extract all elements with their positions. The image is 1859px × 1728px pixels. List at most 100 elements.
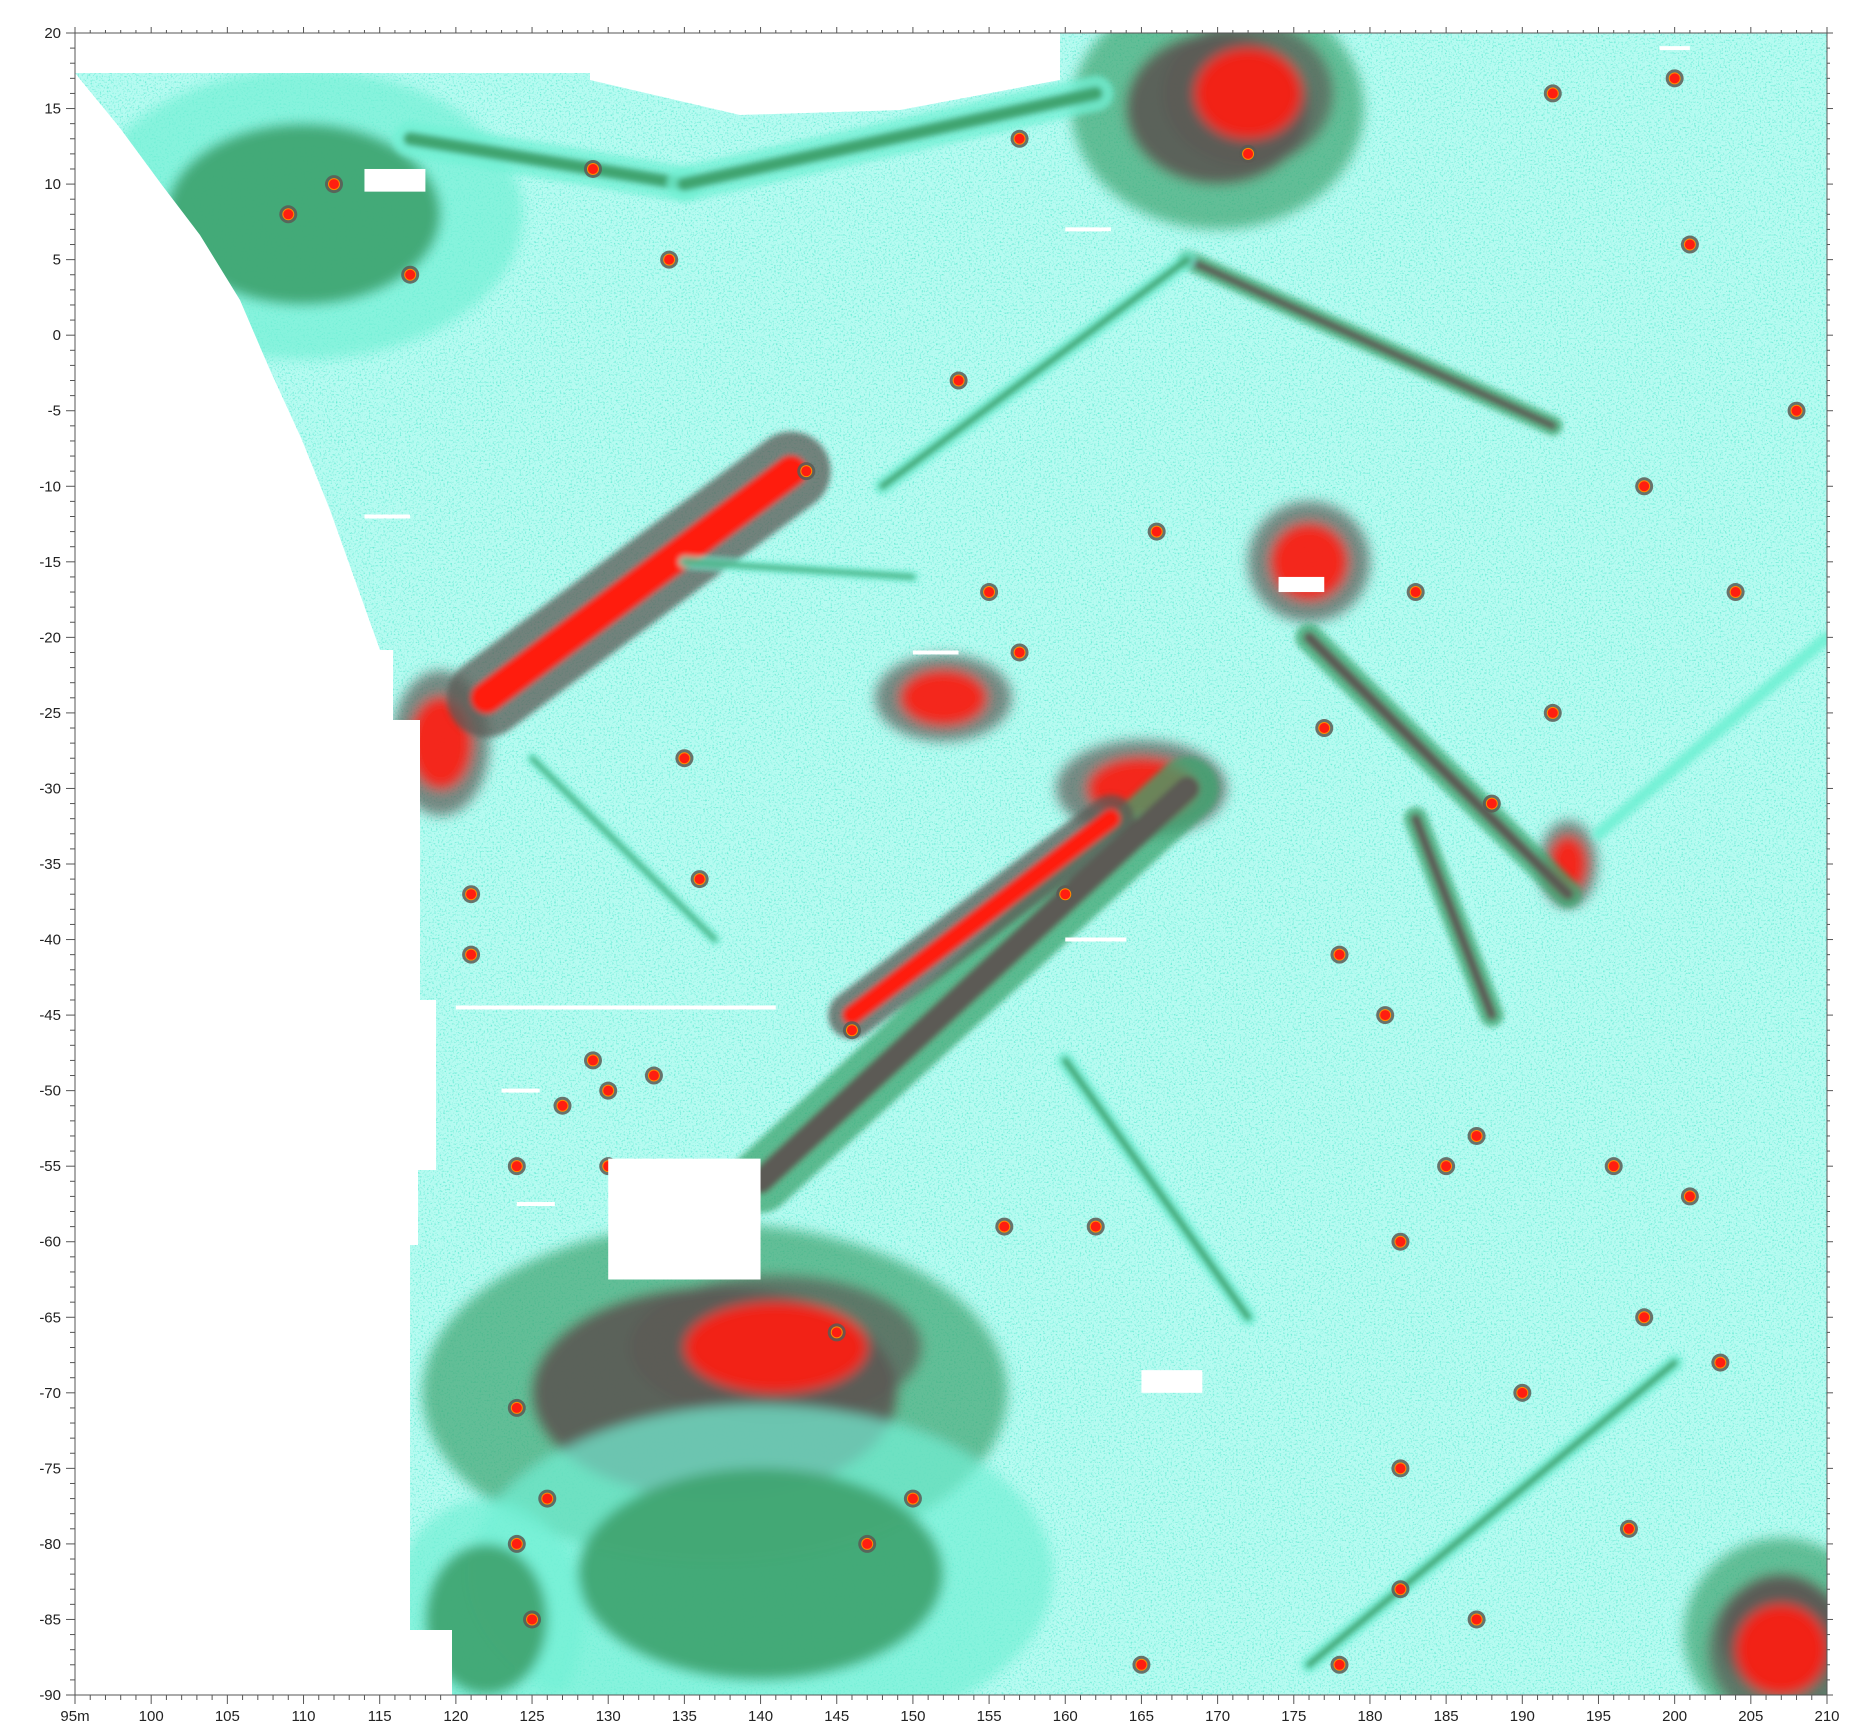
linear-anomaly xyxy=(1305,1359,1679,1669)
x-axis: 95m 100 105 110 115 120 125 130 135 140 145 150 155 1… xyxy=(60,27,1840,1725)
y-tick-label: -90 xyxy=(39,1687,61,1704)
anomaly-spot xyxy=(1683,238,1696,251)
y-tick-label: 15 xyxy=(44,101,61,118)
anomaly-spot xyxy=(678,752,691,765)
anomaly-spot xyxy=(327,178,340,191)
anomaly-spot xyxy=(465,948,478,961)
anomaly-spot xyxy=(541,1492,554,1505)
y-tick-label: -35 xyxy=(39,856,61,873)
anomaly-zone xyxy=(1194,48,1302,139)
linear-anomaly xyxy=(403,131,692,191)
y-tick-label: -5 xyxy=(48,403,61,420)
anomaly-spot xyxy=(1333,1658,1346,1671)
y-tick-label: -45 xyxy=(39,1007,61,1024)
anomaly-spot xyxy=(510,1401,523,1414)
anomaly-spot xyxy=(983,586,996,599)
y-tick-label: 5 xyxy=(53,252,61,269)
y-tick-label: -75 xyxy=(39,1460,61,1477)
anomaly-spot xyxy=(1668,72,1681,85)
y-tick-label: -40 xyxy=(39,932,61,949)
y-tick-label: -80 xyxy=(39,1536,61,1553)
anomaly-spot xyxy=(1318,722,1331,735)
x-tick-label: 135 xyxy=(672,1708,697,1725)
no-data-block xyxy=(1141,1370,1203,1393)
no-data-block xyxy=(364,168,426,192)
anomaly-spot xyxy=(1729,586,1742,599)
y-tick-label: -70 xyxy=(39,1385,61,1402)
anomaly-spot xyxy=(1394,1583,1407,1596)
linear-anomaly xyxy=(842,809,1121,1025)
anomaly-spot xyxy=(1089,1220,1102,1233)
linear-anomaly xyxy=(1061,1056,1252,1321)
x-tick-label: 120 xyxy=(443,1708,468,1725)
y-tick-label: -85 xyxy=(39,1611,61,1628)
anomaly-spot xyxy=(845,1024,858,1037)
x-tick-label: 95m xyxy=(60,1708,89,1725)
survey-data-area xyxy=(75,33,1827,1695)
x-tick-label: 140 xyxy=(748,1708,773,1725)
x-tick-label: 115 xyxy=(368,1708,392,1725)
anomaly-zone xyxy=(684,1302,868,1393)
anomaly-spot xyxy=(404,268,417,281)
x-tick-label: 170 xyxy=(1205,1708,1230,1725)
y-axis: 20 15 10 5 0 -5 -10 -15 -20 -25 -30 -35 -40 -45 -50 -55… xyxy=(39,25,1833,1704)
anomaly-spot xyxy=(465,888,478,901)
anomaly-spot xyxy=(586,1054,599,1067)
anomaly-spot xyxy=(1135,1658,1148,1671)
anomaly-spot xyxy=(1394,1235,1407,1248)
anomaly-spot xyxy=(1470,1613,1483,1626)
anomaly-spot xyxy=(663,253,676,266)
anomaly-spot xyxy=(282,208,295,221)
linear-anomaly xyxy=(1303,632,1574,900)
anomaly-spot xyxy=(647,1069,660,1082)
anomaly-spot xyxy=(693,873,706,886)
y-tick-label: 20 xyxy=(44,25,61,42)
linear-anomaly xyxy=(529,755,718,942)
anomaly-spot xyxy=(1394,1462,1407,1475)
y-tick-label: -30 xyxy=(39,780,61,797)
y-tick-label: -60 xyxy=(39,1234,61,1251)
anomaly-spot xyxy=(1485,797,1498,810)
x-tick-label: 185 xyxy=(1434,1708,1459,1725)
y-tick-label: -15 xyxy=(39,554,61,571)
anomaly-spot xyxy=(1242,147,1255,160)
x-tick-label: 210 xyxy=(1814,1708,1839,1725)
anomaly-spot xyxy=(1516,1386,1529,1399)
x-tick-label: 195 xyxy=(1586,1708,1611,1725)
y-tick-label: -10 xyxy=(39,478,61,495)
anomaly-zone xyxy=(425,1543,548,1695)
anomaly-spot xyxy=(1013,132,1026,145)
x-tick-label: 125 xyxy=(520,1708,545,1725)
anomaly-spot xyxy=(906,1492,919,1505)
anomaly-spot xyxy=(1683,1190,1696,1203)
anomaly-zone xyxy=(577,1468,944,1680)
anomaly-spot xyxy=(1622,1522,1635,1535)
x-tick-label: 205 xyxy=(1738,1708,1763,1725)
x-tick-label: 150 xyxy=(900,1708,925,1725)
anomaly-zone xyxy=(900,670,987,725)
x-tick-label: 130 xyxy=(596,1708,621,1725)
linear-anomaly xyxy=(471,455,807,714)
linear-anomaly xyxy=(1411,814,1497,1020)
y-tick-label: -65 xyxy=(39,1309,61,1326)
y-tick-label: -20 xyxy=(39,629,61,646)
linear-anomaly xyxy=(682,559,916,580)
linear-anomaly xyxy=(1183,255,1557,430)
x-tick-label: 160 xyxy=(1053,1708,1078,1725)
y-tick-label: -25 xyxy=(39,705,61,722)
anomaly-spot xyxy=(526,1613,539,1626)
x-tick-label: 100 xyxy=(139,1708,164,1725)
anomaly-spot xyxy=(1013,646,1026,659)
x-tick-label: 200 xyxy=(1662,1708,1687,1725)
anomaly-spot xyxy=(1333,948,1346,961)
x-tick-label: 190 xyxy=(1510,1708,1535,1725)
y-tick-label: 10 xyxy=(44,176,61,193)
anomaly-spot xyxy=(1059,888,1072,901)
anomaly-spot xyxy=(602,1084,615,1097)
x-tick-label: 110 xyxy=(292,1708,316,1725)
anomaly-spot xyxy=(586,162,599,175)
x-tick-label: 175 xyxy=(1281,1708,1306,1725)
anomaly-spot xyxy=(1379,1009,1392,1022)
x-tick-label: 155 xyxy=(977,1708,1002,1725)
